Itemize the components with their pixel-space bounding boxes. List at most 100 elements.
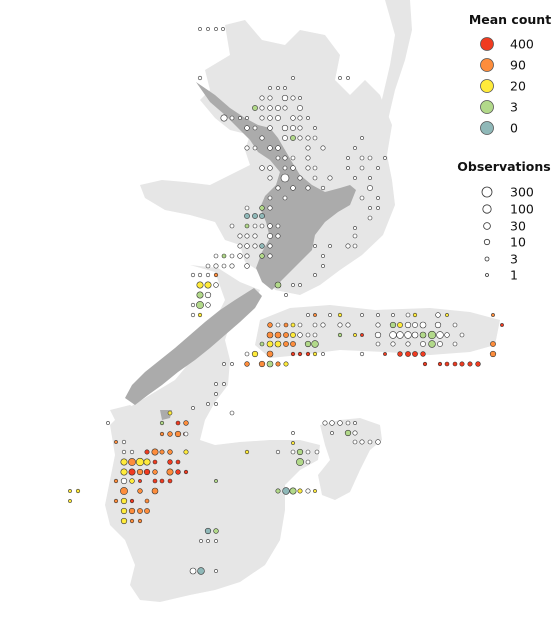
grid-point — [258, 360, 266, 368]
grid-point — [135, 457, 145, 467]
grid-point — [422, 361, 428, 367]
grid-point — [175, 420, 181, 426]
grid-point — [229, 223, 235, 229]
grid-point — [297, 332, 303, 338]
legend-label: 100 — [510, 202, 534, 217]
grid-point — [213, 272, 219, 278]
legend-swatch — [480, 58, 494, 72]
grid-point — [313, 126, 317, 130]
grid-point — [204, 281, 212, 289]
grid-point — [304, 340, 312, 348]
grid-point — [312, 135, 318, 141]
grid-point — [305, 351, 311, 357]
grid-point — [275, 145, 281, 151]
legend-label: 3 — [510, 252, 518, 267]
grid-point — [214, 27, 218, 31]
grid-point — [244, 449, 250, 455]
legend-swatch — [480, 79, 494, 93]
grid-point — [113, 478, 119, 484]
legend-observation-item: 10 — [483, 235, 526, 250]
grid-point — [282, 195, 288, 201]
grid-point — [283, 322, 289, 328]
grid-point — [368, 206, 372, 210]
grid-point — [383, 156, 387, 160]
grid-point — [197, 312, 203, 318]
grid-point — [412, 351, 418, 357]
grid-point — [221, 253, 227, 259]
grid-point — [267, 233, 273, 239]
grid-point — [252, 105, 258, 111]
legend-observation-item: 30 — [483, 219, 526, 234]
grid-point — [120, 468, 128, 476]
grid-point — [297, 175, 303, 181]
grid-point — [167, 431, 173, 437]
legend-size-marker — [483, 238, 491, 246]
grid-point — [283, 332, 289, 338]
grid-point — [296, 448, 304, 456]
legend-swatch — [480, 37, 494, 51]
grid-point — [376, 196, 380, 200]
land-region — [125, 288, 262, 405]
grid-point — [267, 165, 273, 171]
grid-point — [313, 244, 317, 248]
grid-point — [290, 95, 296, 101]
grid-point — [353, 176, 357, 180]
grid-point — [267, 145, 273, 151]
grid-point — [367, 185, 373, 191]
grid-point — [352, 439, 358, 445]
grid-point — [305, 449, 311, 455]
legend-swatch — [480, 100, 494, 114]
grid-point — [352, 243, 358, 249]
grid-point — [290, 155, 296, 161]
grid-point — [445, 313, 449, 317]
grid-point — [367, 439, 373, 445]
grid-point — [312, 175, 318, 181]
grid-point — [274, 340, 282, 348]
grid-point — [283, 361, 289, 367]
grid-point — [245, 116, 249, 120]
grid-point — [306, 313, 310, 317]
grid-point — [259, 165, 265, 171]
grid-point — [121, 439, 127, 445]
grid-point — [428, 340, 436, 348]
grid-point — [229, 253, 235, 259]
grid-point — [259, 223, 265, 229]
grid-point — [143, 468, 151, 476]
grid-point — [198, 27, 202, 31]
grid-point — [252, 145, 258, 151]
grid-point — [291, 431, 295, 435]
grid-point — [144, 449, 150, 455]
grid-point — [267, 95, 273, 101]
grid-point — [311, 340, 319, 348]
grid-point — [297, 115, 303, 121]
grid-point — [405, 351, 411, 357]
grid-point — [367, 215, 373, 221]
grid-point — [290, 332, 296, 338]
grid-point — [337, 420, 343, 426]
grid-point — [360, 313, 364, 317]
grid-point — [151, 448, 159, 456]
grid-point — [252, 233, 258, 239]
grid-point — [230, 362, 234, 366]
grid-point — [275, 233, 281, 239]
grid-point — [167, 449, 173, 455]
grid-point — [397, 322, 403, 328]
grid-point — [244, 361, 250, 367]
grid-point — [452, 341, 458, 347]
grid-point — [237, 233, 243, 239]
legend-mean-count-item: 0 — [480, 121, 518, 136]
grid-point — [197, 272, 203, 278]
grid-point — [214, 392, 218, 396]
grid-point — [120, 487, 128, 495]
grid-point — [434, 321, 442, 329]
grid-point — [359, 165, 365, 171]
legend-title-mean-count: Mean count — [469, 12, 551, 27]
grid-point — [244, 145, 250, 151]
grid-point — [320, 185, 326, 191]
grid-point — [352, 430, 358, 436]
grid-point — [284, 293, 288, 297]
legend-size-marker — [483, 222, 491, 230]
grid-point — [290, 125, 296, 131]
land-region — [196, 82, 356, 290]
grid-point — [238, 116, 242, 120]
